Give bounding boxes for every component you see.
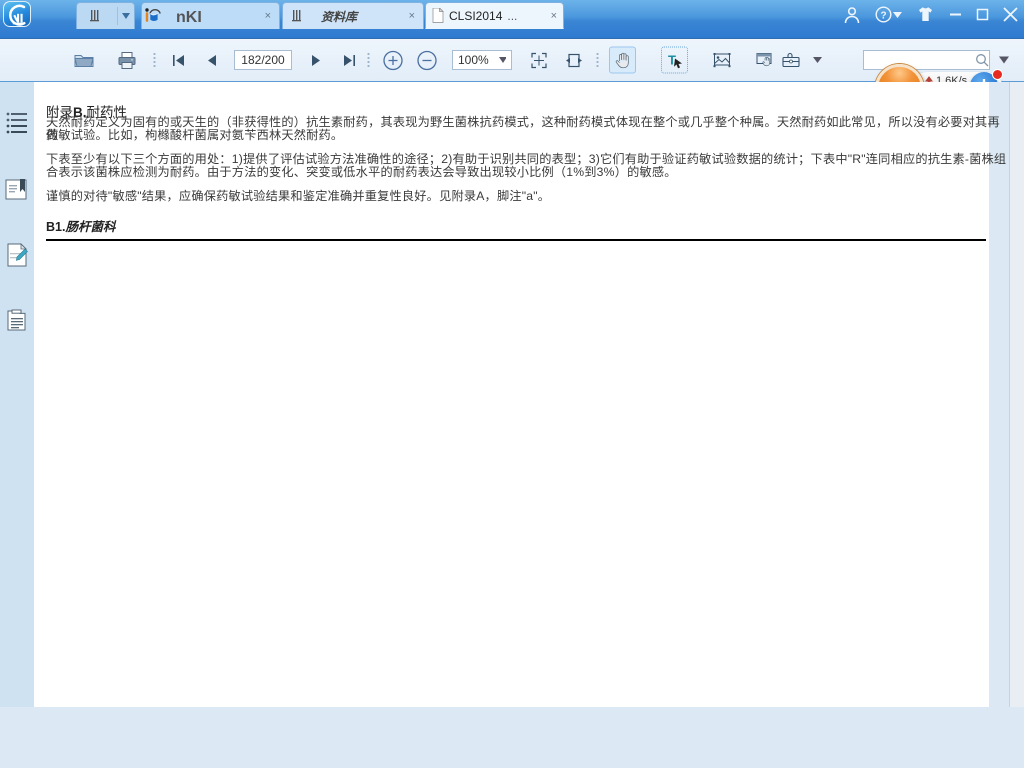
svg-text:nKI: nKI [176,9,202,25]
svg-text:?: ? [880,10,886,21]
